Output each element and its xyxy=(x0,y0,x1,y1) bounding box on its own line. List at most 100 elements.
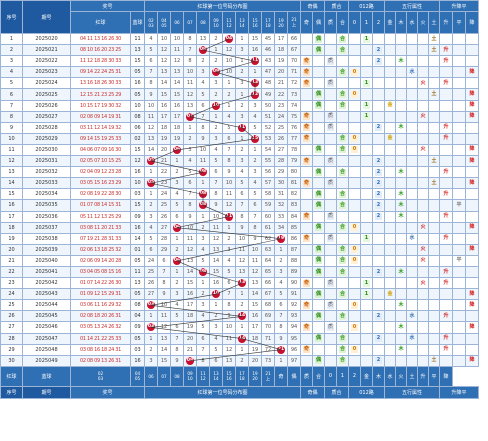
num-header[interactable]: 19 20 xyxy=(274,11,288,34)
period-cell[interactable]: 2025033 xyxy=(22,177,71,190)
table-row[interactable]: 2 2025021 08 10 16 20 23 25 13 5 12 11 7 08 1 12 3 1… xyxy=(0,44,479,57)
num-header[interactable]: 17 18 xyxy=(261,11,275,34)
period-cell[interactable]: 2025036 xyxy=(22,210,71,223)
table-row[interactable]: 20 2025039 02 06 13 18 25 32 01 6 29 2 12 4 13 3 11… xyxy=(0,243,479,256)
miss-cell: 34 xyxy=(274,221,288,234)
table-row[interactable]: 4 2025023 09 14 22 24 25 31 05 7 13 13 10 3 09 10 2… xyxy=(0,66,479,79)
period-cell[interactable]: 2025038 xyxy=(22,232,71,245)
num-header[interactable]: 08 xyxy=(170,365,184,387)
period-cell[interactable]: 2025045 xyxy=(22,310,71,323)
table-row[interactable]: 24 2025043 01 09 12 15 29 31 05 27 9 3 16 2 10 7 1 1… xyxy=(0,288,479,301)
oe-cell xyxy=(312,132,325,145)
period-cell[interactable]: 2025029 xyxy=(22,132,71,145)
period-cell[interactable]: 2025048 xyxy=(22,343,71,356)
seq-cell: 17 xyxy=(0,210,23,223)
num-header[interactable]: 09 10 xyxy=(183,365,197,387)
num-header[interactable]: 08 xyxy=(196,11,210,34)
num-header[interactable]: 04 05 xyxy=(157,11,171,34)
period-cell[interactable]: 2025044 xyxy=(22,299,71,312)
period-cell[interactable]: 2025046 xyxy=(22,321,71,334)
period-cell[interactable]: 2025047 xyxy=(22,332,71,345)
num-header[interactable]: 02 03 xyxy=(144,11,158,34)
num-header[interactable]: 13 14 xyxy=(235,11,249,34)
num-header[interactable]: 02 03 xyxy=(70,365,131,387)
table-row[interactable]: 10 2025029 09 14 15 19 25 33 02 13 19 19 2 9 3 6 1 1… xyxy=(0,132,479,145)
num-header[interactable]: 07 xyxy=(183,11,197,34)
period-cell[interactable]: 2025022 xyxy=(22,55,71,68)
period-cell[interactable]: 2025020 xyxy=(22,32,71,46)
table-row[interactable]: 14 2025033 03 05 15 16 23 29 10 05 23 3 6 1 7 10 5 4… xyxy=(0,177,479,190)
prime-cell xyxy=(324,143,337,157)
num-header[interactable]: 13 14 xyxy=(209,365,223,387)
wuxing-cell xyxy=(395,232,407,245)
table-row[interactable]: 3 2025022 11 12 18 28 30 33 15 6 12 12 8 2 2 10 1 11… xyxy=(0,55,479,68)
num-header[interactable]: 06 xyxy=(144,365,158,387)
col-period[interactable]: 期号 xyxy=(22,385,71,399)
period-cell[interactable]: 2025031 xyxy=(22,155,71,168)
table-row[interactable]: 16 2025035 01 07 08 14 15 31 15 2 25 5 8 08 9 12 7 6… xyxy=(0,199,479,212)
table-row[interactable]: 9 2025028 03 11 12 14 19 32 06 12 18 18 1 8 2 5 11 5… xyxy=(0,121,479,134)
table-row[interactable]: 1 2025020 04 11 13 16 26 30 11 4 10 10 8 13 2 04 1 1… xyxy=(0,32,479,46)
table-row[interactable]: 5 2025024 13 16 18 26 30 33 16 8 14 14 11 4 3 1 3 13… xyxy=(0,77,479,90)
period-cell[interactable]: 2025043 xyxy=(22,288,71,301)
num-header[interactable]: 21 上 xyxy=(287,11,301,34)
table-row[interactable]: 15 2025034 02 08 19 22 28 30 03 1 24 4 7 08 8 11 6 5… xyxy=(0,188,479,201)
num-header[interactable]: 04 05 xyxy=(130,365,145,387)
miss-cell: 8 xyxy=(196,354,210,367)
trend-cell xyxy=(465,210,479,223)
period-cell[interactable]: 2025028 xyxy=(22,121,71,134)
period-cell[interactable]: 2025035 xyxy=(22,199,71,212)
period-cell[interactable]: 2025024 xyxy=(22,77,71,90)
wuxing-cell xyxy=(406,177,418,190)
period-cell[interactable]: 2025037 xyxy=(22,221,71,234)
prime-cell xyxy=(324,166,337,179)
period-cell[interactable]: 2025027 xyxy=(22,110,71,123)
num-header[interactable]: 09 10 xyxy=(209,11,223,34)
period-cell[interactable]: 2025049 xyxy=(22,354,71,367)
period-cell[interactable]: 2025042 xyxy=(22,277,71,290)
table-row[interactable]: 11 2025030 04 06 07 09 16 30 15 14 20 06 3 10 4 7 2… xyxy=(0,143,479,157)
table-row[interactable]: 21 2025040 02 06 09 14 20 28 05 24 6 06 13 5 14 4 1… xyxy=(0,254,479,267)
num-header[interactable]: 15 16 xyxy=(248,11,262,34)
table-row[interactable]: 8 2025027 02 08 09 14 19 31 08 11 17 17 07 7 1 4 3 4… xyxy=(0,110,479,123)
table-row[interactable]: 7 2025026 10 15 17 19 30 32 10 10 16 16 13 6 10 1 2… xyxy=(0,99,479,112)
num-header[interactable]: 06 xyxy=(170,11,184,34)
table-row[interactable]: 19 2025038 07 19 21 28 31 33 14 5 28 1 11 3 12 2 10… xyxy=(0,232,479,245)
num-header[interactable]: 15 16 xyxy=(222,365,236,387)
period-cell[interactable]: 2025032 xyxy=(22,166,71,179)
num-header[interactable]: 11 12 xyxy=(222,11,236,34)
num-header[interactable]: 17 18 xyxy=(235,365,249,387)
period-cell[interactable]: 2025041 xyxy=(22,265,71,279)
seq-cell: 11 xyxy=(0,143,23,157)
period-cell[interactable]: 2025040 xyxy=(22,254,71,267)
num-header[interactable]: 07 xyxy=(157,365,171,387)
wuxing-cell xyxy=(384,299,396,312)
red-numbers: 02 08 09 13 26 31 xyxy=(70,354,131,367)
table-row[interactable]: 17 2025036 05 11 12 13 25 29 09 3 26 6 9 1 10 11 8 7… xyxy=(0,210,479,223)
trend-cell xyxy=(439,66,453,79)
table-row[interactable]: 28 2025047 01 14 21 22 25 33 05 1 13 7 20 6 4 11 14… xyxy=(0,332,479,345)
table-row[interactable]: 12 2025031 02 05 07 10 15 25 12 05 21 1 4 11 5 8 3 2… xyxy=(0,155,479,168)
table-row[interactable]: 6 2025025 12 15 21 23 25 29 05 9 15 15 12 5 2 2 1 12… xyxy=(0,88,479,101)
col-period[interactable]: 期号 xyxy=(22,0,71,34)
period-cell[interactable]: 2025039 xyxy=(22,243,71,256)
period-cell[interactable]: 2025025 xyxy=(22,88,71,101)
table-row[interactable]: 25 2025044 03 06 11 16 29 32 08 03 10 4 17 3 1 8 2 1… xyxy=(0,299,479,312)
num-header[interactable]: 11 12 xyxy=(196,365,210,387)
period-cell[interactable]: 2025030 xyxy=(22,143,71,157)
period-cell[interactable]: 2025023 xyxy=(22,66,71,79)
table-row[interactable]: 29 2025048 03 08 16 18 24 31 03 2 14 8 21 7 5 12 1 1… xyxy=(0,343,479,356)
table-row[interactable]: 26 2025045 02 08 18 20 26 31 04 1 11 5 18 4 2 9 14 1… xyxy=(0,310,479,323)
period-cell[interactable]: 2025026 xyxy=(22,99,71,112)
table-row[interactable]: 18 2025037 03 08 11 20 21 33 16 4 27 06 10 2 11 1 9… xyxy=(0,221,479,234)
num-header[interactable]: 21 上 xyxy=(261,365,275,387)
table-row[interactable]: 23 2025042 01 07 14 22 26 30 13 26 8 2 15 1 16 6 13… xyxy=(0,277,479,290)
table-row[interactable]: 27 2025046 03 05 13 24 26 32 09 03 12 6 19 5 3 10 1… xyxy=(0,321,479,334)
num-header[interactable]: 19 20 xyxy=(248,365,262,387)
period-cell[interactable]: 2025034 xyxy=(22,188,71,201)
table-row[interactable]: 13 2025032 02 04 09 12 23 28 16 1 22 2 5 08 6 9 4 3 5… xyxy=(0,166,479,179)
table-row[interactable]: 22 2025041 03 04 05 08 15 16 11 25 7 1 14 08 15 5 1… xyxy=(0,265,479,279)
table-row[interactable]: 30 2025049 02 08 09 13 26 31 16 3 15 9 08 8 6 13 2 2… xyxy=(0,354,479,367)
period-cell[interactable]: 2025021 xyxy=(22,44,71,57)
prime-cell xyxy=(324,265,337,279)
